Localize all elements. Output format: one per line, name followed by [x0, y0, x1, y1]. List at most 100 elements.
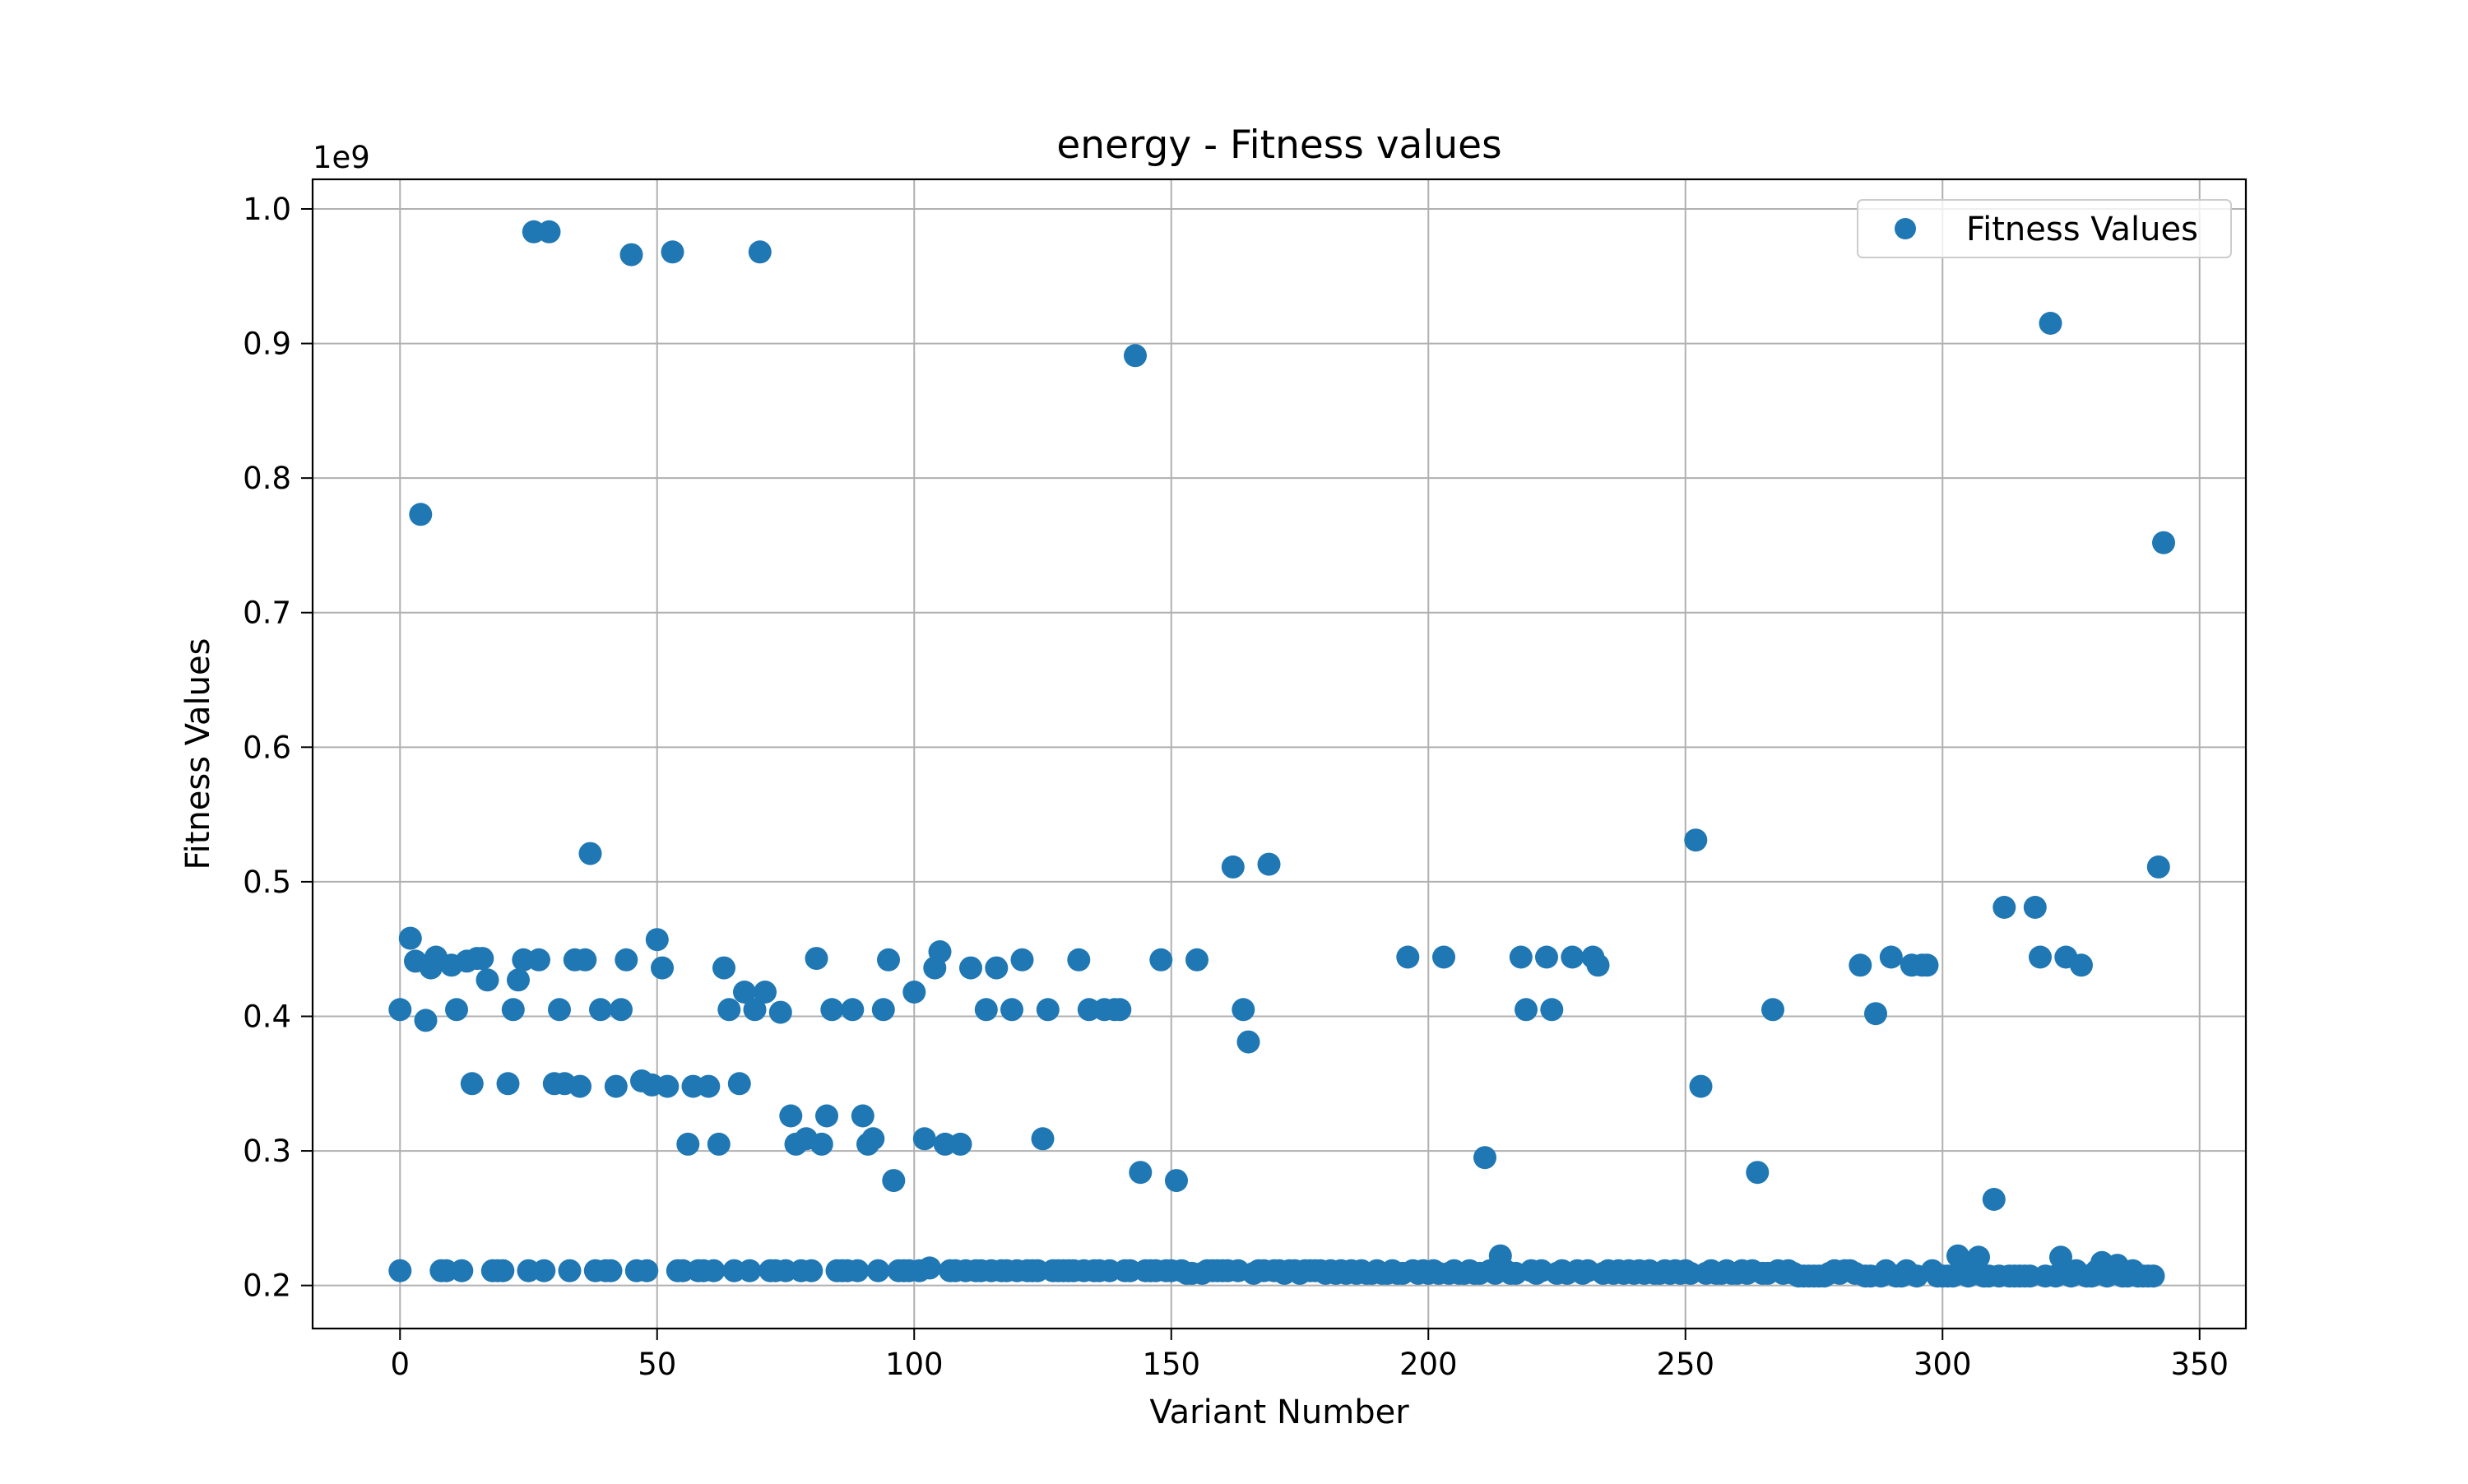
data-point — [635, 1259, 659, 1282]
data-point — [2029, 945, 2052, 969]
data-point — [959, 956, 982, 980]
data-point — [1396, 945, 1420, 969]
data-point — [902, 981, 926, 1004]
data-point — [727, 1072, 751, 1096]
data-point — [733, 981, 756, 1004]
data-point — [1684, 828, 1708, 852]
data-point — [548, 998, 571, 1022]
data-point — [1509, 945, 1533, 969]
data-point — [388, 1259, 412, 1282]
data-point — [2141, 1264, 2165, 1288]
data-point — [1124, 344, 1147, 368]
data-point — [779, 1104, 803, 1128]
data-point — [1129, 1161, 1153, 1185]
y-axis-label: Fitness Values — [179, 638, 217, 870]
data-point — [815, 1104, 838, 1128]
data-point — [599, 1259, 623, 1282]
data-point — [912, 1127, 936, 1151]
data-point — [717, 998, 741, 1022]
data-point — [604, 1074, 628, 1098]
data-point — [1586, 953, 1610, 977]
data-point — [882, 1169, 906, 1193]
data-point — [388, 998, 412, 1022]
data-point — [1236, 1030, 1260, 1054]
legend-box — [1857, 199, 2232, 258]
data-point — [1515, 998, 1538, 1022]
data-point — [527, 948, 550, 972]
data-point — [1915, 953, 1939, 977]
data-point — [748, 240, 772, 264]
y-tick-label: 0.8 — [243, 461, 291, 496]
data-point — [2023, 896, 2047, 919]
data-point — [918, 1256, 941, 1280]
data-point — [1000, 998, 1023, 1022]
data-point — [754, 981, 777, 1004]
data-point — [1432, 945, 1455, 969]
data-point — [398, 926, 422, 950]
data-point — [414, 1009, 438, 1032]
legend: Fitness Values — [1857, 199, 2232, 258]
data-point — [949, 1132, 972, 1156]
legend-label: Fitness Values — [1966, 211, 2198, 248]
data-point — [532, 1259, 556, 1282]
data-point — [645, 928, 669, 952]
data-point — [2039, 312, 2062, 335]
data-point — [1221, 855, 1245, 879]
data-point — [871, 998, 895, 1022]
y-tick-label: 0.6 — [243, 730, 291, 765]
data-point — [676, 1132, 700, 1156]
data-point — [768, 1000, 792, 1024]
data-point — [697, 1074, 721, 1098]
data-point — [460, 1072, 484, 1096]
y-tick-label: 1.0 — [243, 192, 291, 227]
data-point — [501, 998, 525, 1022]
data-point — [866, 1259, 890, 1282]
data-point — [619, 243, 643, 267]
data-point — [1746, 1161, 1770, 1185]
data-point — [1849, 953, 1872, 977]
data-point — [1879, 945, 1903, 969]
data-point — [1165, 1169, 1188, 1193]
data-point — [928, 940, 952, 963]
data-point — [537, 220, 561, 243]
x-tick-label: 50 — [638, 1347, 676, 1382]
data-point — [1967, 1245, 1990, 1269]
y-tick-label: 0.3 — [243, 1134, 291, 1169]
data-point — [974, 998, 998, 1022]
data-point — [661, 240, 684, 264]
data-point — [496, 1072, 520, 1096]
chart-title: energy - Fitness values — [1056, 123, 1501, 168]
data-point — [409, 503, 433, 526]
data-point — [476, 968, 499, 992]
legend-marker — [1895, 218, 1916, 239]
x-tick-label: 350 — [2170, 1347, 2229, 1382]
data-point — [568, 1074, 591, 1098]
data-point — [1149, 948, 1173, 972]
data-point — [851, 1104, 874, 1128]
x-tick-label: 0 — [390, 1347, 410, 1382]
data-point — [507, 968, 530, 992]
data-point — [1067, 948, 1091, 972]
data-point — [1010, 948, 1034, 972]
x-tick-label: 150 — [1142, 1347, 1200, 1382]
x-axis-label: Variant Number — [1149, 1394, 1409, 1431]
data-point — [712, 956, 735, 980]
data-point — [1982, 1188, 2006, 1211]
data-point — [861, 1127, 885, 1151]
data-point — [1473, 1146, 1496, 1170]
plot-frame — [311, 178, 2248, 1330]
data-point — [1992, 896, 2016, 919]
data-point — [1864, 1002, 1887, 1026]
data-point — [702, 1259, 726, 1282]
data-point — [985, 956, 1009, 980]
data-point — [1232, 998, 1255, 1022]
y-tick-label: 0.2 — [243, 1268, 291, 1304]
data-point — [2049, 1245, 2072, 1269]
data-point — [805, 947, 828, 971]
data-point — [450, 1259, 474, 1282]
data-point — [810, 1132, 833, 1156]
data-point — [1108, 998, 1132, 1022]
data-point — [1257, 852, 1281, 876]
data-point — [578, 842, 602, 865]
